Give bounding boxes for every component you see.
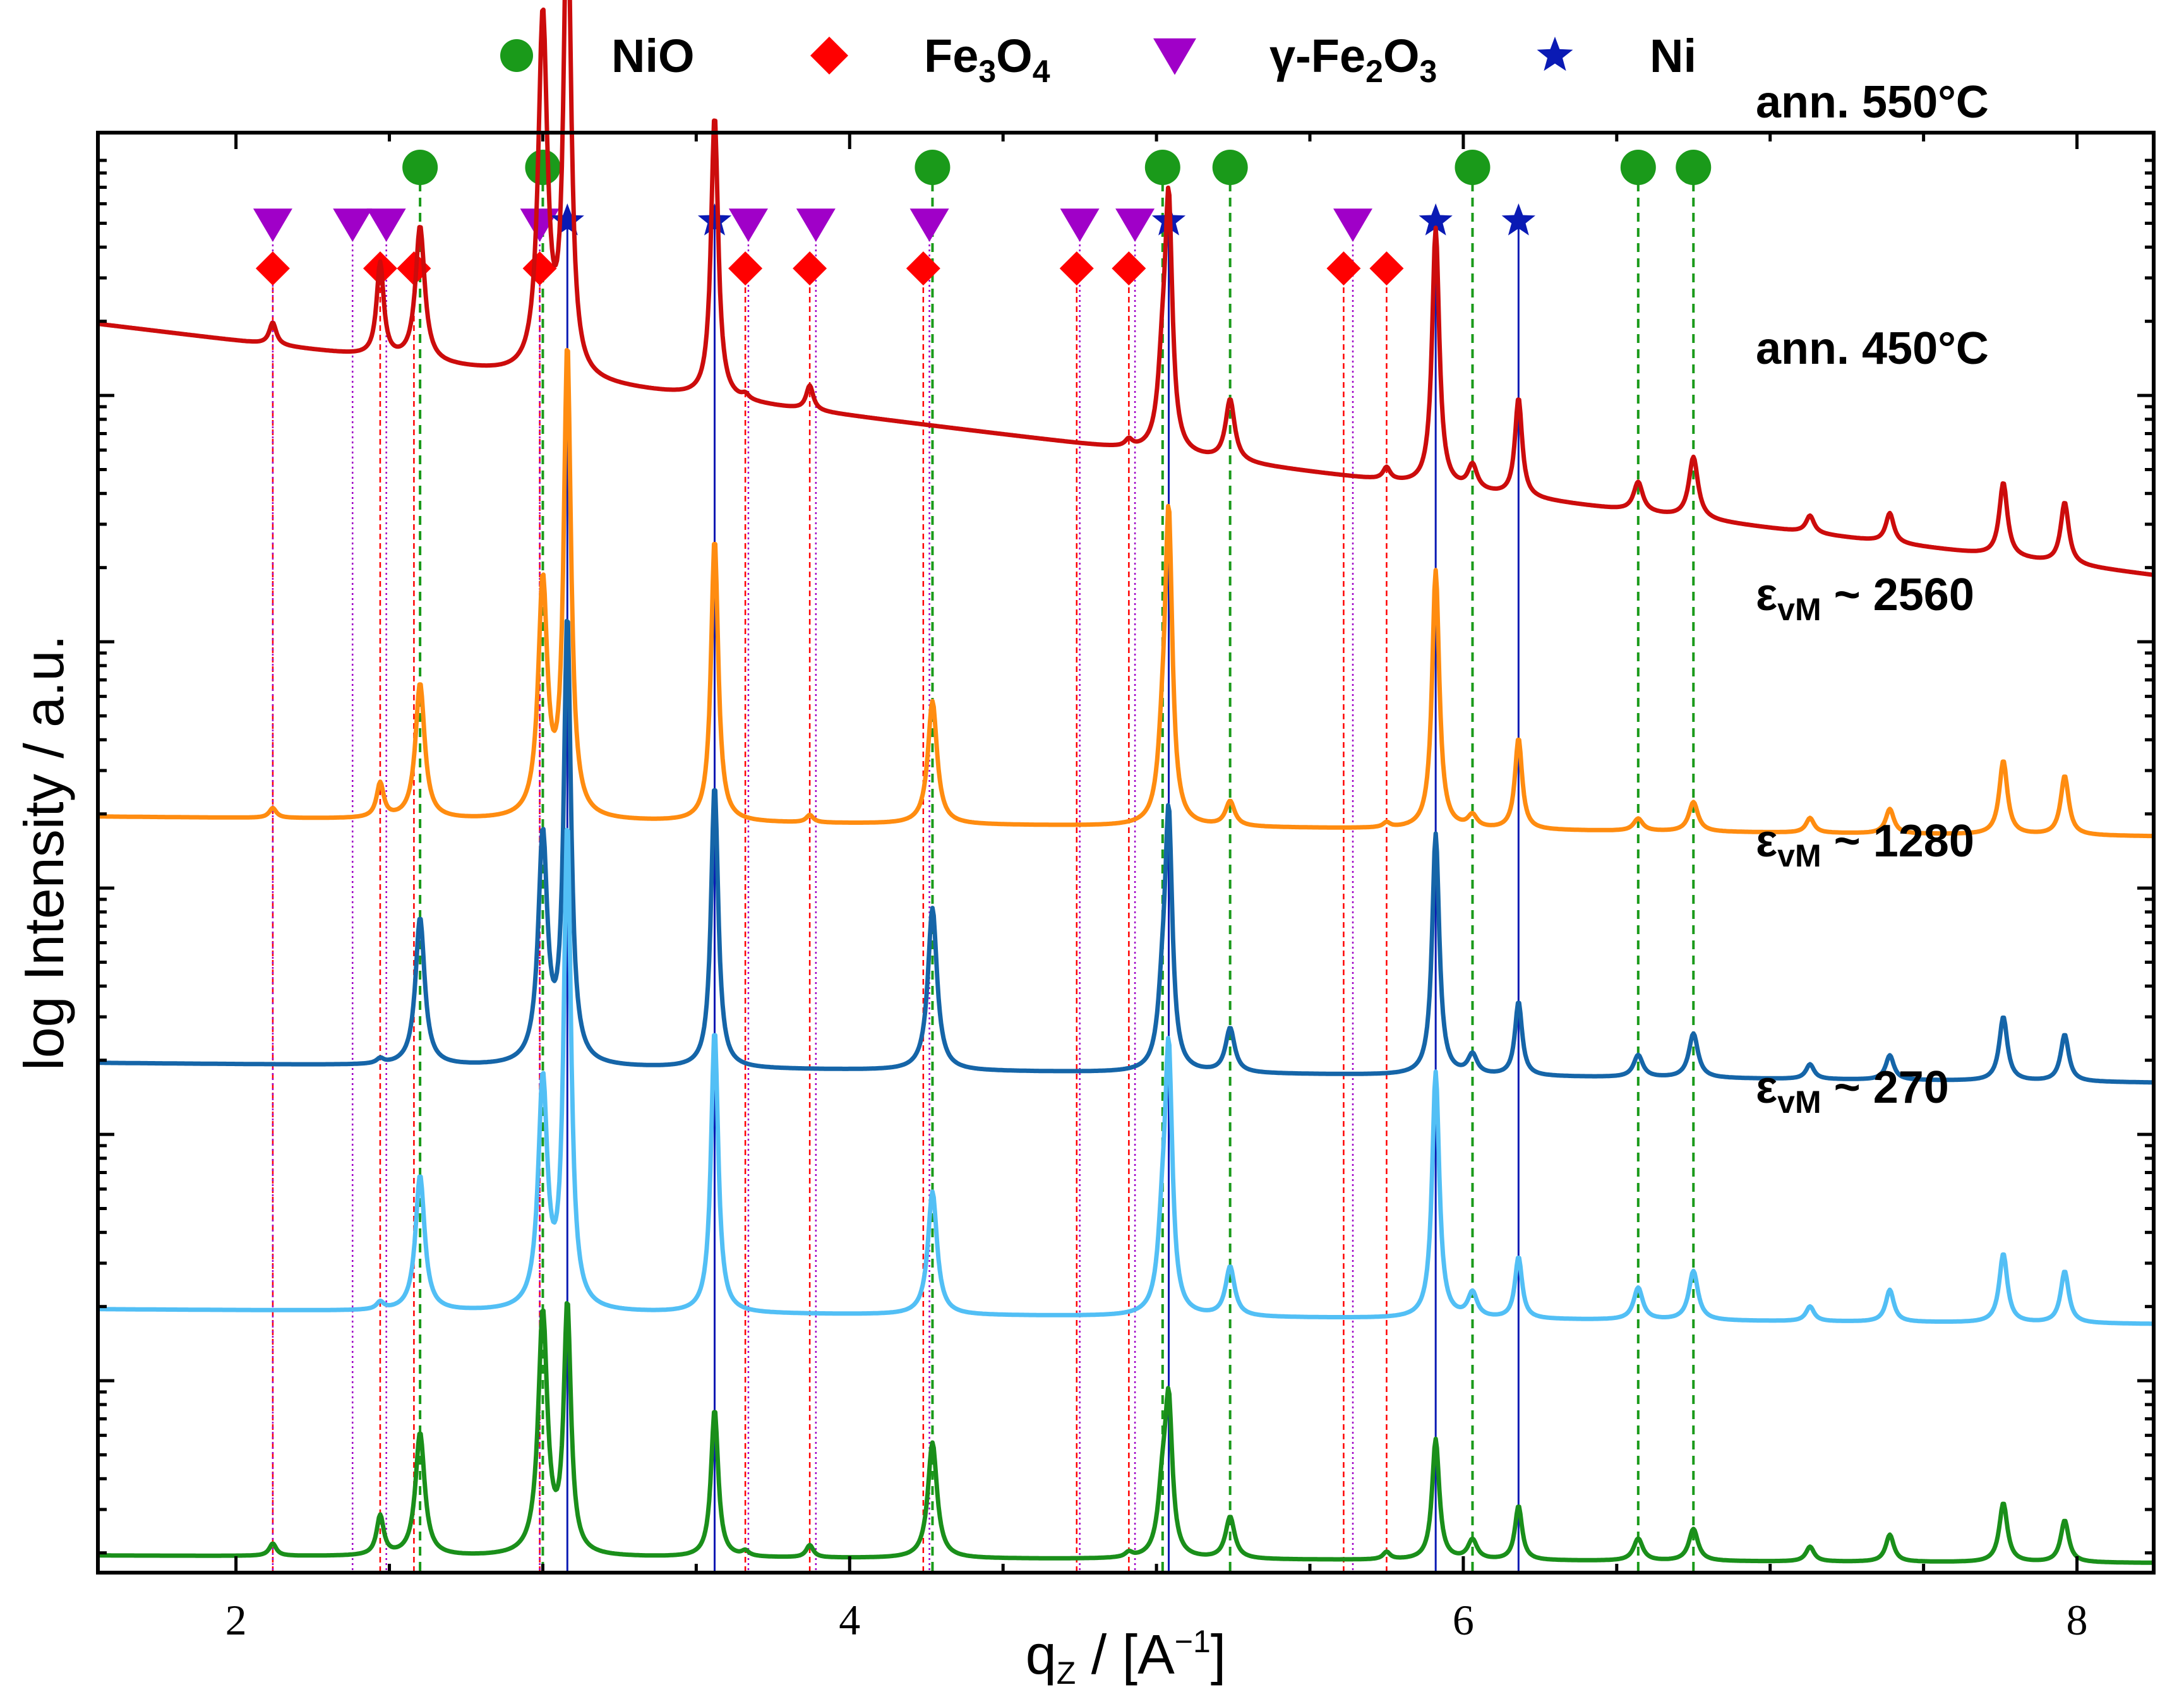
ref-marker-NiO-7 [1676, 150, 1712, 185]
plot-frame [96, 131, 2156, 1575]
x-axis-title: qZ​ / [A−1​] [1026, 1623, 1226, 1691]
ref-marker-NiO-0 [402, 150, 438, 185]
legend-gFe2O3-label: γ-Fe2​O3​ [1269, 30, 1437, 89]
ref-marker-Fe3O4-4 [728, 251, 763, 285]
trace-1 [97, 347, 2155, 839]
series-label-0: ann. 550°C [1756, 77, 1989, 128]
reference-markers [253, 150, 1712, 285]
series-label-2: εvM​ ~ 2560 [1756, 570, 1974, 627]
plot-area: ann. 550°C ann. 450°C εvM​ ~ 2560 εvM​ ~ 12… [96, 0, 2156, 1644]
ref-marker-Fe3O4-8 [1112, 251, 1146, 285]
legend-Ni-marker [1537, 37, 1573, 71]
series-label-4: εvM​ ~ 270 [1756, 1062, 1949, 1120]
trace-4 [97, 1301, 2155, 1565]
legend-NiO-label: NiO [611, 30, 695, 82]
ref-marker-NiO-5 [1455, 150, 1491, 185]
ref-marker-Ni-4 [1501, 203, 1535, 236]
trace-2 [97, 618, 2155, 1085]
legend: NiO Fe3​O4​ γ-Fe2​O3​ Ni [500, 30, 1696, 89]
series-label-1: ann. 450°C [1756, 323, 1989, 374]
trace-0 [97, 0, 2155, 577]
legend-Fe3O4-marker [810, 37, 848, 75]
ref-marker-Fe3O4-6 [906, 251, 940, 285]
legend-Ni-label: Ni [1650, 30, 1696, 82]
ref-marker-gFe2O3-1 [333, 208, 373, 242]
ref-marker-gFe2O3-5 [796, 208, 836, 242]
ref-marker-Fe3O4-0 [255, 251, 290, 285]
trace-3 [97, 827, 2155, 1326]
y-axis-ticks [98, 159, 2154, 1555]
x-tick-label: 4 [839, 1596, 860, 1644]
reference-lines [272, 167, 1695, 1571]
legend-NiO-marker [500, 39, 533, 72]
ref-marker-Ni-0 [550, 203, 584, 236]
series-label-3: εvM​ ~ 1280 [1756, 816, 1974, 873]
ref-marker-Fe3O4-5 [793, 251, 827, 285]
ref-marker-NiO-4 [1212, 150, 1248, 185]
x-axis-ticks: 2 4 6 8 [225, 133, 2088, 1644]
ref-marker-Fe3O4-9 [1326, 251, 1361, 285]
ref-marker-gFe2O3-8 [1115, 208, 1155, 242]
y-axis-title: log Intensity / a.u. [13, 635, 75, 1071]
ref-marker-Ni-3 [1419, 203, 1453, 236]
ref-marker-gFe2O3-7 [1060, 208, 1100, 242]
series-labels: ann. 550°C ann. 450°C εvM​ ~ 2560 εvM​ ~ 12… [1756, 77, 1989, 1120]
ref-marker-gFe2O3-9 [1333, 208, 1373, 242]
ref-marker-gFe2O3-4 [728, 208, 768, 242]
ref-marker-gFe2O3-3 [520, 208, 560, 242]
traces [97, 0, 2155, 1565]
legend-Fe3O4-label: Fe3​O4​ [924, 30, 1050, 89]
ref-marker-NiO-1 [525, 150, 561, 185]
ref-marker-NiO-2 [915, 150, 951, 185]
ref-marker-gFe2O3-2 [366, 208, 406, 242]
ref-marker-NiO-6 [1620, 150, 1656, 185]
ref-marker-Fe3O4-7 [1059, 251, 1094, 285]
ref-marker-NiO-3 [1144, 150, 1180, 185]
x-tick-label: 2 [225, 1596, 247, 1644]
x-tick-label: 6 [1453, 1596, 1474, 1644]
ref-marker-gFe2O3-6 [909, 208, 949, 242]
ref-marker-Fe3O4-10 [1369, 251, 1404, 285]
ref-marker-Ni-1 [697, 203, 732, 236]
x-tick-label: 8 [2067, 1596, 2088, 1644]
legend-gFe2O3-marker [1153, 38, 1196, 75]
ref-marker-gFe2O3-0 [253, 208, 292, 242]
